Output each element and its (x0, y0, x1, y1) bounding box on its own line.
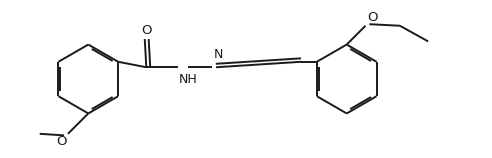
Text: O: O (56, 135, 66, 148)
Text: N: N (214, 48, 223, 61)
Text: O: O (367, 11, 377, 24)
Text: O: O (141, 24, 152, 37)
Text: NH: NH (179, 73, 198, 86)
